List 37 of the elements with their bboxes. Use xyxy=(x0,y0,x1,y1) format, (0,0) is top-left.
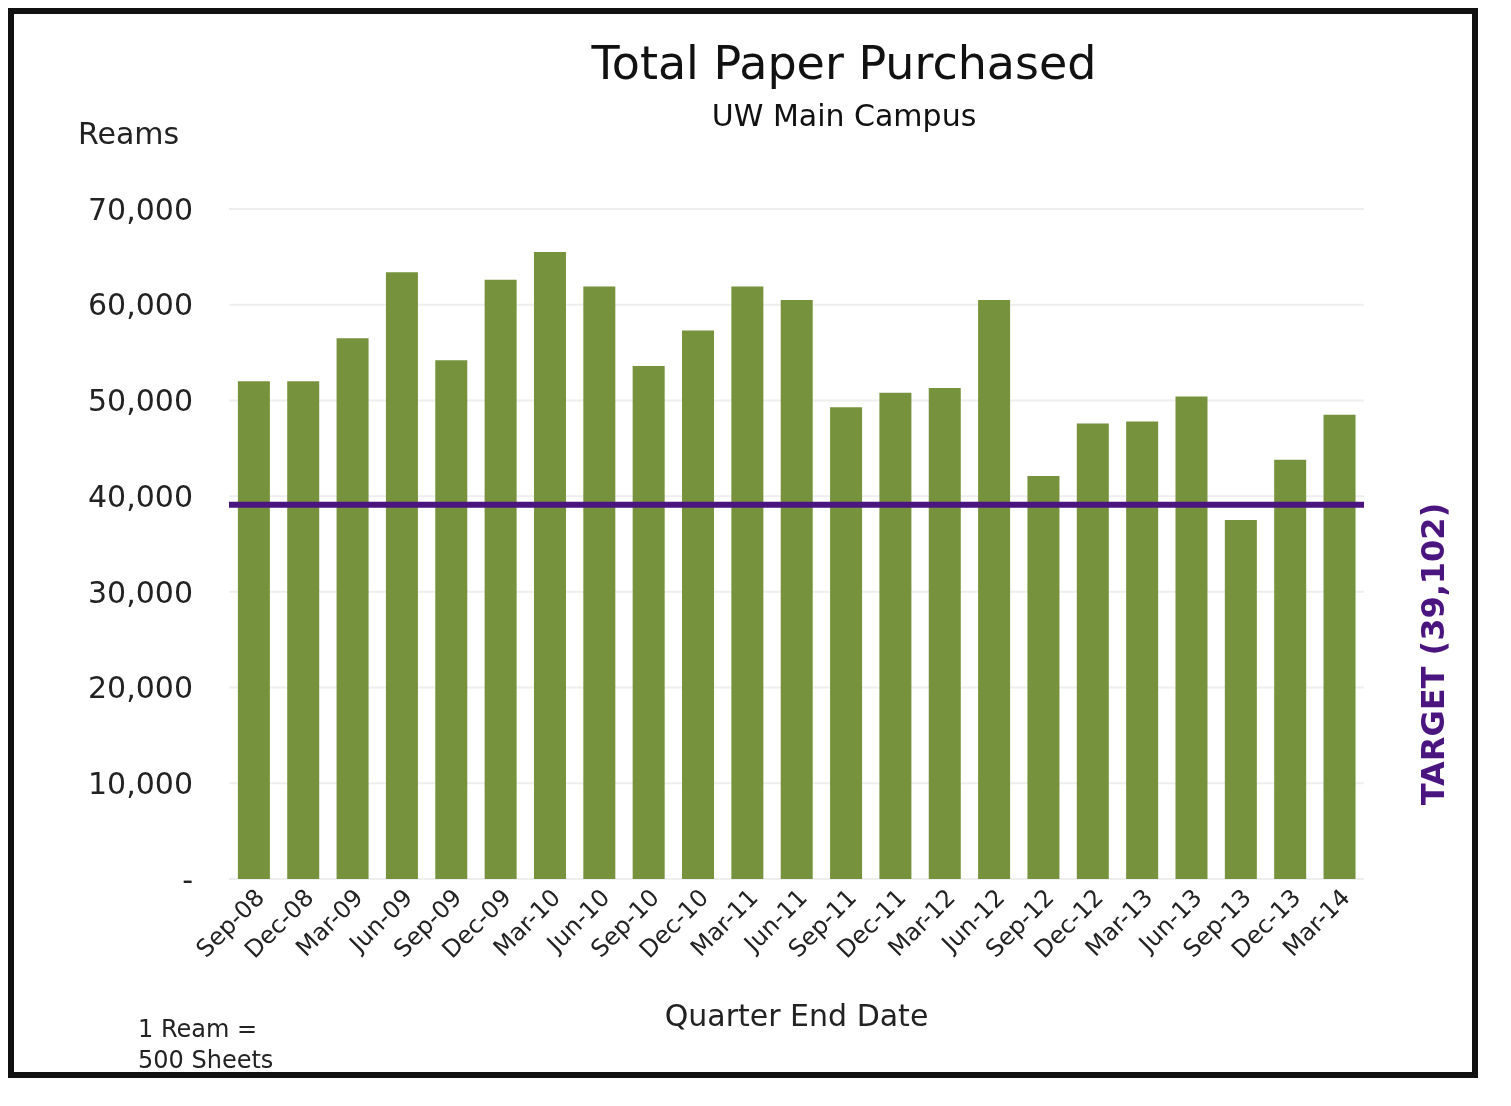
chart-title: Total Paper Purchased xyxy=(590,36,1098,90)
x-axis-title: Quarter End Date xyxy=(664,998,929,1033)
y-tick-label: 20,000 xyxy=(88,670,193,706)
bar xyxy=(435,360,468,879)
bar xyxy=(287,381,320,879)
bar xyxy=(731,286,764,879)
bar xyxy=(385,272,418,879)
bar xyxy=(1274,459,1307,879)
bar xyxy=(1126,421,1159,879)
bar xyxy=(978,299,1011,879)
bar xyxy=(484,279,517,879)
y-tick-label: 60,000 xyxy=(88,287,193,323)
bar xyxy=(1076,423,1109,879)
y-tick-label: 50,000 xyxy=(88,383,193,419)
bar xyxy=(928,387,961,879)
bar xyxy=(237,381,270,879)
bar xyxy=(1224,520,1257,879)
y-tick-label: - xyxy=(182,861,193,897)
bar xyxy=(533,252,566,879)
bar xyxy=(632,365,665,879)
bar xyxy=(1027,476,1060,879)
bar xyxy=(682,330,715,879)
bar xyxy=(336,338,369,879)
y-axis-title: Reams xyxy=(78,116,180,151)
y-tick-label: 10,000 xyxy=(88,765,193,801)
bar xyxy=(1175,396,1208,879)
bar xyxy=(830,407,863,879)
bar xyxy=(583,286,616,879)
ref-line-label: TARGET (39,102) xyxy=(1414,502,1452,806)
chart-subtitle: UW Main Campus xyxy=(711,98,977,133)
y-tick-label: 30,000 xyxy=(88,574,193,610)
bar xyxy=(1323,414,1356,879)
y-tick-label: 40,000 xyxy=(88,478,193,514)
text: 1 Ream = 500 Sheets xyxy=(138,1014,275,1074)
bar xyxy=(780,299,813,879)
bar xyxy=(879,392,912,879)
y-tick-label: 70,000 xyxy=(88,191,193,227)
